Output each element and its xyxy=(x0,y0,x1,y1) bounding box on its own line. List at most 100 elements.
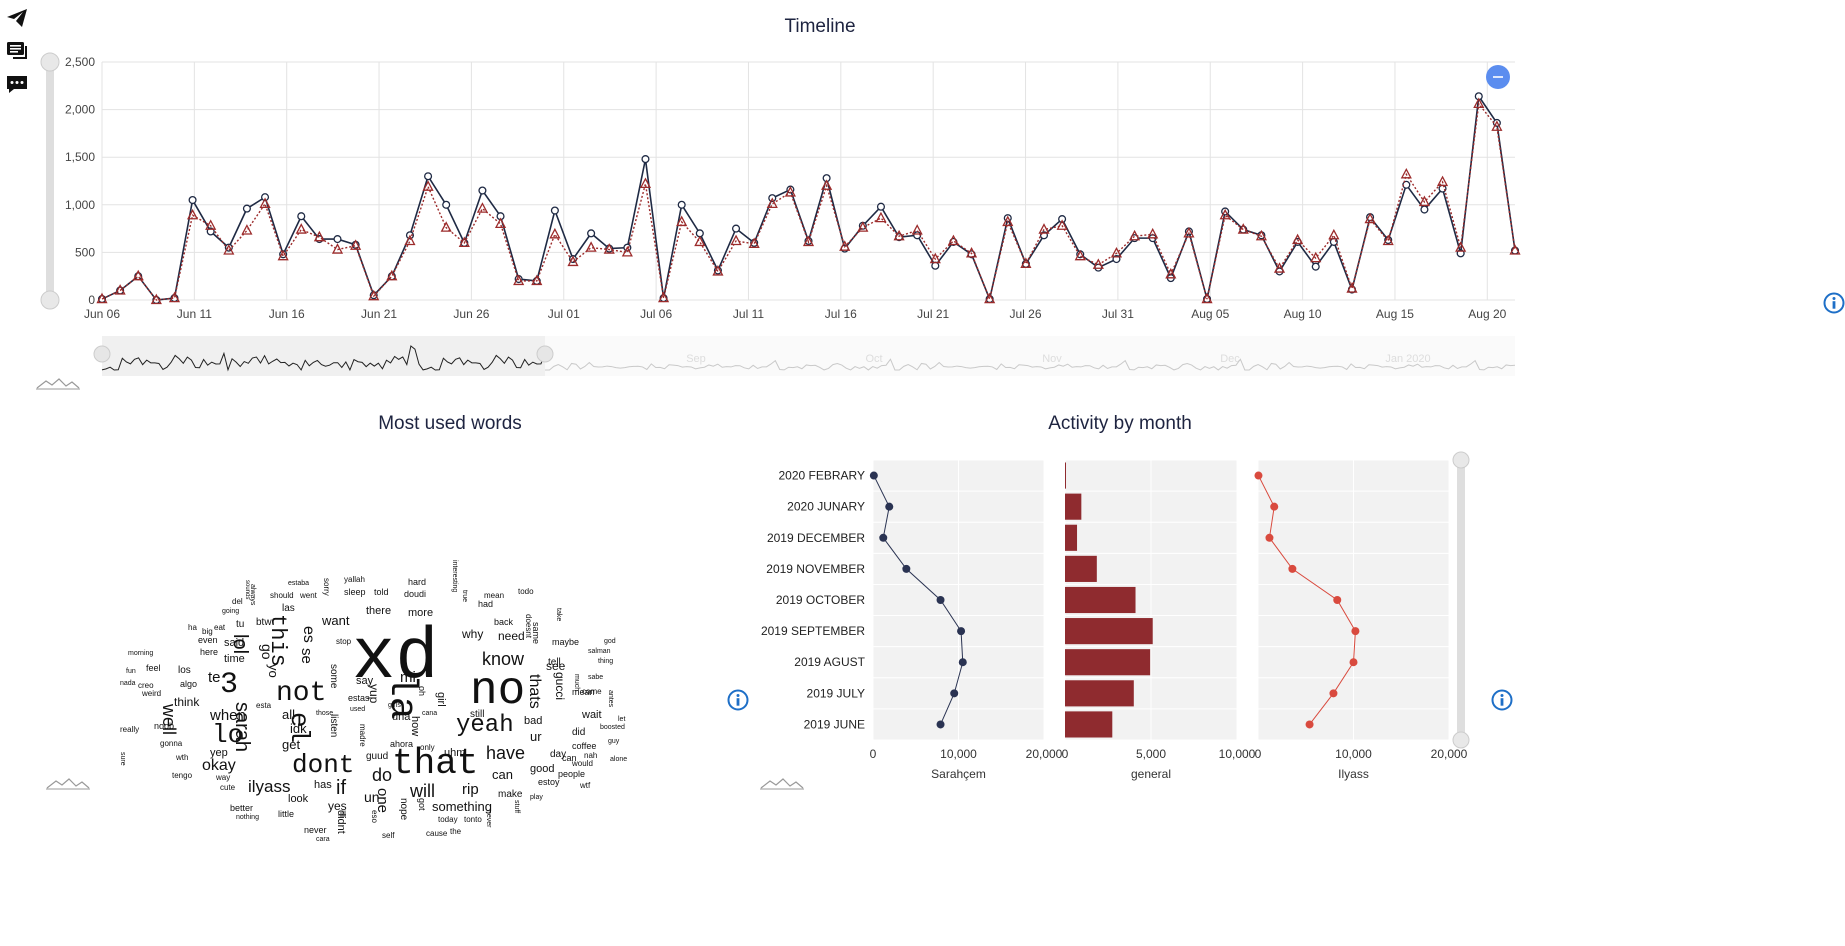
timeline-point xyxy=(1110,246,1123,258)
timeline-point xyxy=(241,224,253,235)
timeline-info-icon[interactable] xyxy=(1823,292,1845,314)
word-cloud-word: ilyass xyxy=(248,777,291,796)
activity-chart[interactable]: 2020 FEBRARY 2020 JUNARY 2019 DECEMBER 2019… xyxy=(740,440,1840,800)
timeline-point xyxy=(621,246,633,257)
timeline-x-tick-label: Jul 11 xyxy=(733,307,764,321)
word-cloud-word: salman xyxy=(588,648,611,655)
activity-slider-handle-bottom[interactable] xyxy=(1452,731,1470,749)
word-cloud-word: xd xyxy=(352,617,439,699)
word-cloud-word: feel xyxy=(146,663,161,673)
word-cloud-word: estas xyxy=(348,693,370,703)
timeline-point xyxy=(676,215,688,227)
timeline-y-tick-label: 500 xyxy=(75,245,95,259)
paper-plane-icon[interactable] xyxy=(4,6,30,30)
word-cloud-word: del xyxy=(232,597,243,606)
navigator-handle-right[interactable] xyxy=(536,345,554,363)
word-cloud-word: estoy xyxy=(538,777,560,787)
word-cloud-word: let xyxy=(618,716,626,723)
word-cloud-word: ur xyxy=(530,729,542,744)
navigator-label: Jan 2020 xyxy=(1385,353,1430,365)
word-cloud-word: did xyxy=(572,727,586,738)
word-cloud-word: girl xyxy=(435,692,447,707)
word-cloud-word: antes xyxy=(607,690,614,708)
timeline-point xyxy=(1058,215,1067,224)
word-cloud-word: get xyxy=(282,737,301,752)
word-cloud-word: wtf xyxy=(580,781,591,790)
words-info-icon[interactable] xyxy=(727,689,749,711)
word-cloud-word: say xyxy=(356,675,374,687)
activity-panel-label: general xyxy=(1131,767,1171,781)
timeline-point xyxy=(531,274,543,286)
word-cloud-word: here xyxy=(200,647,219,657)
word-cloud-word: same xyxy=(531,622,541,645)
word-cloud-word: stop xyxy=(336,637,352,646)
timeline-point xyxy=(802,235,815,247)
word-cloud-word: got xyxy=(417,798,427,811)
timeline-point xyxy=(965,246,978,258)
word-cloud-word: creo xyxy=(138,681,154,690)
activity-point xyxy=(1288,564,1297,573)
word-cloud-word: should xyxy=(270,591,294,600)
timeline-point xyxy=(1364,212,1376,224)
activity-point xyxy=(869,471,878,480)
timeline-y-tick-label: 1,000 xyxy=(65,198,95,212)
word-cloud-word: bad xyxy=(524,715,543,727)
timeline-point xyxy=(549,227,561,239)
timeline-point xyxy=(694,235,706,247)
word-cloud-word: think xyxy=(174,695,200,709)
word-cloud-word: never xyxy=(485,810,492,828)
activity-info-icon[interactable] xyxy=(1491,689,1513,711)
chat-bubble-icon[interactable] xyxy=(4,72,30,96)
timeline-point xyxy=(1165,267,1177,279)
word-cloud-word: back xyxy=(494,617,514,627)
timeline-point xyxy=(404,234,416,246)
word-cloud-word: self xyxy=(382,831,395,840)
timeline-point xyxy=(929,252,941,264)
word-cloud-word: estaba xyxy=(288,580,310,587)
timeline-point xyxy=(333,235,342,244)
activity-bar xyxy=(1065,711,1113,738)
word-cloud-word: going xyxy=(222,608,240,615)
activity-slider-handle-top[interactable] xyxy=(1452,451,1470,469)
timeline-point xyxy=(1038,223,1050,234)
word-cloud-word: more xyxy=(408,607,434,619)
activity-point xyxy=(957,627,966,636)
timeline-series-line xyxy=(101,102,1516,302)
word-cloud-word: never xyxy=(304,825,327,835)
timeline-point xyxy=(1509,244,1521,255)
timeline-point xyxy=(1455,241,1467,252)
timeline-point xyxy=(875,211,887,223)
word-cloud-word: there xyxy=(366,605,392,617)
word-cloud-word: can xyxy=(562,753,577,763)
word-cloud-word: people xyxy=(558,769,586,779)
word-cloud-word: madre xyxy=(358,724,367,747)
word-cloud-word: es xyxy=(300,626,317,643)
navigator-handle-left[interactable] xyxy=(93,345,111,363)
timeline-point xyxy=(1310,251,1322,263)
timeline-point xyxy=(587,229,596,238)
timeline-point xyxy=(1129,229,1141,241)
timeline-point xyxy=(150,293,162,305)
navigator-label: Dec xyxy=(1220,353,1240,365)
word-cloud-word: day xyxy=(550,749,567,760)
timeline-chart[interactable]: 0 500 1,000 1,500 2,000 2,500 Jun 06 Jun 11 Jun … xyxy=(0,40,1845,400)
word-cloud-word: algo xyxy=(180,679,198,689)
word-cloud-word: nope xyxy=(398,798,409,821)
activity-panel-label: Ilyass xyxy=(1338,767,1369,781)
timeline-point xyxy=(748,237,760,248)
word-cloud-word: go xyxy=(259,644,275,660)
word-cloud-word: morning xyxy=(128,650,154,657)
word-cloud-word: all xyxy=(282,707,296,722)
chat-list-icon[interactable] xyxy=(4,39,30,63)
word-cloud-word: used xyxy=(350,706,366,713)
timeline-point xyxy=(422,180,434,191)
word-cloud-word: mean xyxy=(572,687,595,697)
activity-point xyxy=(1270,502,1279,511)
timeline-point xyxy=(188,195,197,205)
timeline-y-tick-label: 1,500 xyxy=(65,150,95,164)
word-cloud-word: todo xyxy=(518,587,534,596)
word-cloud-word: something xyxy=(432,799,492,814)
word-cloud-word: much xyxy=(573,674,580,692)
timeline-x-tick-label: Jun 26 xyxy=(453,307,489,321)
word-cloud-word: today xyxy=(438,815,458,824)
